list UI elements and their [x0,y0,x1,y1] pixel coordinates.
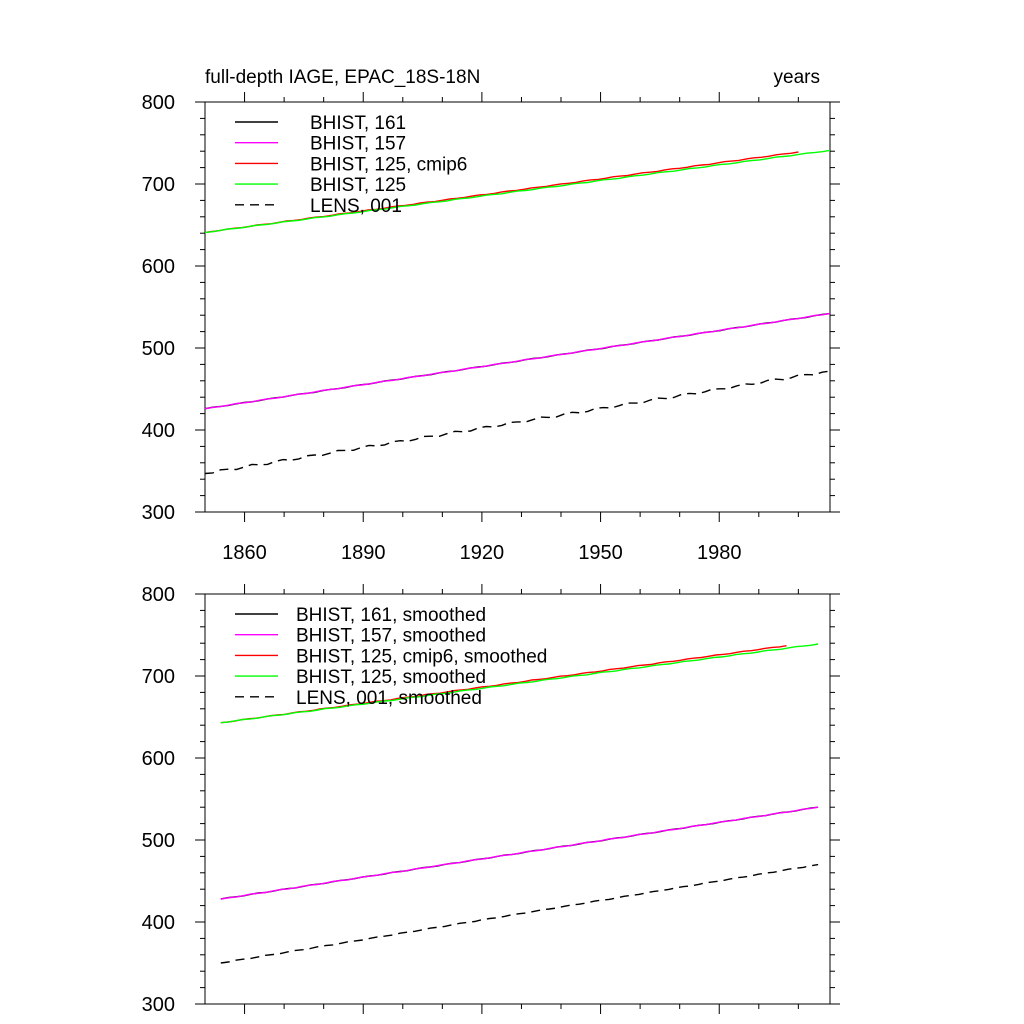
y-tick-label: 500 [142,338,175,360]
y-tick-label: 800 [142,584,175,606]
y-tick-label: 300 [142,994,175,1016]
y-tick-label: 500 [142,830,175,852]
top-panel: full-depth IAGE, EPAC_18S-18N years 300 4… [142,67,840,564]
y-tick-label: 400 [142,912,175,934]
chart-title: full-depth IAGE, EPAC_18S-18N [205,67,480,88]
y-tick-label: 600 [142,748,175,770]
top-plot-area: 300 400 500 600 700 800 1860 1890 1920 1950 1980 BH… [142,92,840,564]
legend-label: BHIST, 161 [310,113,406,134]
legend-label: BHIST, 157, smoothed [296,626,486,647]
x-tick-label: 1920 [460,542,505,564]
legend-label: BHIST, 125, cmip6 [310,154,467,175]
legend-label: BHIST, 161, smoothed [296,605,486,626]
plot-frame [204,593,831,1005]
chart-units: years [774,67,820,88]
legend-label: LENS, 001, smoothed [296,688,482,709]
y-tick-label: 700 [142,666,175,688]
series-line-1 [220,806,819,900]
y-tick-label: 600 [142,256,175,278]
x-tick-label: 1950 [578,542,623,564]
y-tick-label: 700 [142,174,175,196]
series-line-1 [204,312,831,410]
y-tick-label: 300 [142,502,175,524]
series-line-4 [204,370,831,475]
y-tick-label: 400 [142,420,175,442]
legend-label: BHIST, 125 [310,175,406,196]
x-tick-label: 1890 [341,542,386,564]
series-line-3 [220,643,819,724]
x-tick-label: 1860 [222,542,267,564]
plot-frame [204,101,831,513]
legend-label: LENS, 001 [310,196,402,217]
series-line-3 [204,149,831,234]
y-tick-label: 800 [142,92,175,114]
x-tick-label: 1980 [697,542,742,564]
legend-label: BHIST, 125, smoothed [296,667,486,688]
series-line-4 [220,863,819,964]
legend-label: BHIST, 157 [310,134,406,155]
legend-label: BHIST, 125, cmip6, smoothed [296,646,547,667]
